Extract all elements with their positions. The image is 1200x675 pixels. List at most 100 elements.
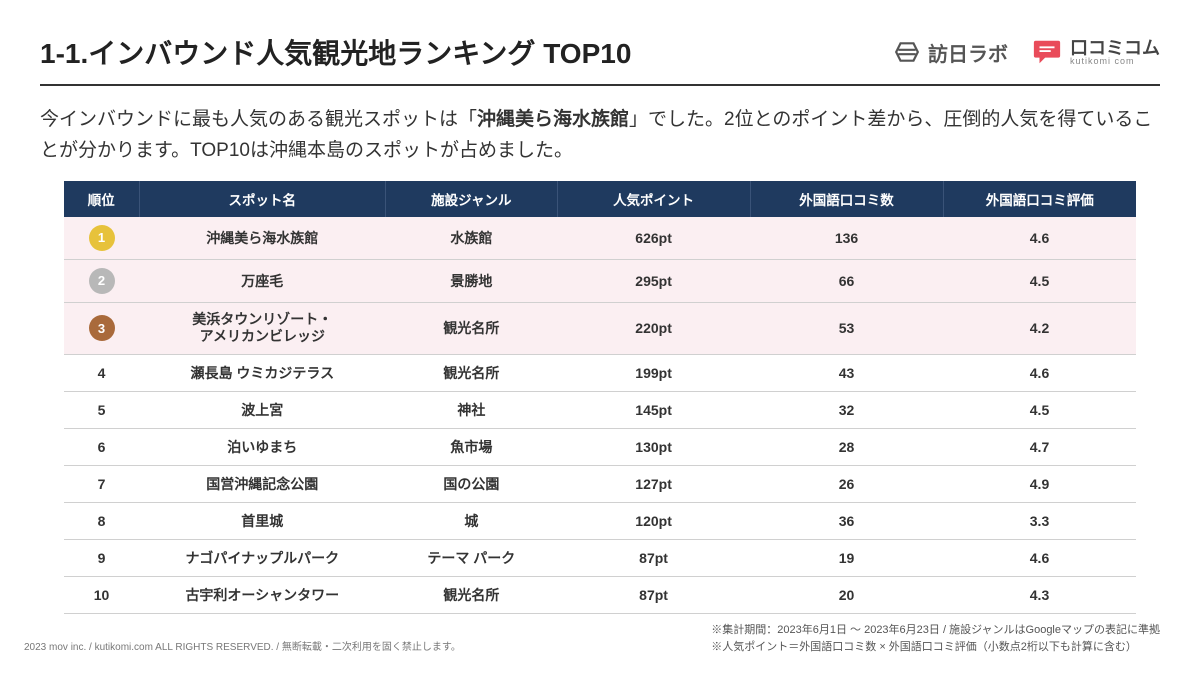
col-pt: 人気ポイント	[557, 181, 750, 217]
page-title: 1-1.インバウンド人気観光地ランキング TOP10	[40, 32, 631, 72]
cell-genre: 観光名所	[386, 354, 558, 391]
cell-points: 145pt	[557, 391, 750, 428]
cell-rank: 10	[64, 576, 139, 613]
cell-review-count: 32	[750, 391, 943, 428]
rank-badge: 1	[89, 225, 115, 251]
cell-rank: 3	[64, 302, 139, 354]
cell-rank: 7	[64, 465, 139, 502]
table-container: 順位 スポット名 施設ジャンル 人気ポイント 外国語口コミ数 外国語口コミ評価 …	[0, 181, 1200, 614]
table-row: 5波上宮神社145pt324.5	[64, 391, 1136, 428]
cell-rating: 4.3	[943, 576, 1136, 613]
cell-review-count: 28	[750, 428, 943, 465]
cell-rank: 4	[64, 354, 139, 391]
rank-badge: 3	[89, 315, 115, 341]
cell-genre: 城	[386, 502, 558, 539]
cell-points: 127pt	[557, 465, 750, 502]
cell-spot: ナゴパイナップルパーク	[139, 539, 386, 576]
col-spot: スポット名	[139, 181, 386, 217]
cell-spot: 泊いゆまち	[139, 428, 386, 465]
cell-review-count: 66	[750, 259, 943, 302]
footnote-1: ※集計期間：2023年6月1日 ～ 2023年6月23日 / 施設ジャンルはGo…	[711, 622, 1160, 639]
cell-review-count: 136	[750, 217, 943, 260]
cell-spot: 首里城	[139, 502, 386, 539]
col-rate: 外国語口コミ評価	[943, 181, 1136, 217]
cell-genre: テーマ パーク	[386, 539, 558, 576]
cell-rating: 4.5	[943, 391, 1136, 428]
table-row: 7国営沖縄記念公園国の公園127pt264.9	[64, 465, 1136, 502]
cell-points: 130pt	[557, 428, 750, 465]
rank-badge: 2	[89, 268, 115, 294]
logo-kutikomi-sub: kutikomi com	[1070, 57, 1160, 66]
table-row: 8首里城城120pt363.3	[64, 502, 1136, 539]
hounichi-icon	[894, 39, 920, 65]
cell-review-count: 26	[750, 465, 943, 502]
cell-rank: 9	[64, 539, 139, 576]
cell-rating: 4.7	[943, 428, 1136, 465]
ranking-table: 順位 スポット名 施設ジャンル 人気ポイント 外国語口コミ数 外国語口コミ評価 …	[64, 181, 1136, 614]
footnote-2: ※人気ポイント＝外国語口コミ数 × 外国語口コミ評価（小数点2桁以下も計算に含む…	[711, 639, 1160, 656]
cell-review-count: 43	[750, 354, 943, 391]
cell-genre: 国の公園	[386, 465, 558, 502]
table-row: 1 沖縄美ら海水族館水族館626pt1364.6	[64, 217, 1136, 260]
cell-rating: 4.2	[943, 302, 1136, 354]
logo-hounichi: 訪日ラボ	[894, 38, 1008, 67]
cell-spot: 波上宮	[139, 391, 386, 428]
logo-group: 訪日ラボ 口コミコム kutikomi com	[894, 37, 1160, 67]
cell-rating: 4.6	[943, 354, 1136, 391]
cell-genre: 観光名所	[386, 302, 558, 354]
table-row: 10古宇利オーシャンタワー観光名所87pt204.3	[64, 576, 1136, 613]
logo-kutikomi-text: 口コミコム kutikomi com	[1070, 39, 1160, 66]
footnotes: ※集計期間：2023年6月1日 ～ 2023年6月23日 / 施設ジャンルはGo…	[711, 622, 1160, 655]
cell-points: 199pt	[557, 354, 750, 391]
cell-points: 87pt	[557, 576, 750, 613]
cell-spot: 国営沖縄記念公園	[139, 465, 386, 502]
table-row: 4瀬長島 ウミカジテラス観光名所199pt434.6	[64, 354, 1136, 391]
cell-review-count: 20	[750, 576, 943, 613]
cell-spot: 万座毛	[139, 259, 386, 302]
cell-genre: 水族館	[386, 217, 558, 260]
cell-rank: 6	[64, 428, 139, 465]
cell-points: 295pt	[557, 259, 750, 302]
cell-rank: 2	[64, 259, 139, 302]
cell-genre: 観光名所	[386, 576, 558, 613]
cell-rating: 4.6	[943, 217, 1136, 260]
cell-rank: 8	[64, 502, 139, 539]
copyright: 2023 mov inc. / kutikomi.com ALL RIGHTS …	[24, 638, 461, 653]
cell-genre: 景勝地	[386, 259, 558, 302]
logo-hounichi-text: 訪日ラボ	[928, 38, 1008, 67]
logo-kutikomi: 口コミコム kutikomi com	[1032, 37, 1160, 67]
cell-spot: 古宇利オーシャンタワー	[139, 576, 386, 613]
cell-points: 120pt	[557, 502, 750, 539]
cell-spot: 瀬長島 ウミカジテラス	[139, 354, 386, 391]
cell-points: 87pt	[557, 539, 750, 576]
lead-pre: 今インバウンドに最も人気のある観光スポットは「	[40, 109, 477, 130]
cell-review-count: 36	[750, 502, 943, 539]
lead-bold: 沖縄美ら海水族館	[477, 109, 629, 130]
logo-kutikomi-main: 口コミコム	[1070, 39, 1160, 57]
cell-review-count: 19	[750, 539, 943, 576]
cell-rating: 4.5	[943, 259, 1136, 302]
cell-rating: 4.9	[943, 465, 1136, 502]
cell-spot: 美浜タウンリゾート・アメリカンビレッジ	[139, 302, 386, 354]
cell-points: 220pt	[557, 302, 750, 354]
speech-bubble-icon	[1032, 37, 1062, 67]
header: 1-1.インバウンド人気観光地ランキング TOP10 訪日ラボ 口コミコム ku…	[0, 0, 1200, 84]
cell-points: 626pt	[557, 217, 750, 260]
cell-rating: 4.6	[943, 539, 1136, 576]
cell-review-count: 53	[750, 302, 943, 354]
cell-genre: 魚市場	[386, 428, 558, 465]
table-header-row: 順位 スポット名 施設ジャンル 人気ポイント 外国語口コミ数 外国語口コミ評価	[64, 181, 1136, 217]
cell-spot: 沖縄美ら海水族館	[139, 217, 386, 260]
col-rank: 順位	[64, 181, 139, 217]
lead-paragraph: 今インバウンドに最も人気のある観光スポットは「沖縄美ら海水族館」でした。2位との…	[0, 86, 1200, 181]
cell-rank: 5	[64, 391, 139, 428]
table-row: 9ナゴパイナップルパークテーマ パーク87pt194.6	[64, 539, 1136, 576]
cell-genre: 神社	[386, 391, 558, 428]
col-cnt: 外国語口コミ数	[750, 181, 943, 217]
table-row: 3 美浜タウンリゾート・アメリカンビレッジ観光名所220pt534.2	[64, 302, 1136, 354]
table-row: 2 万座毛景勝地295pt664.5	[64, 259, 1136, 302]
table-body: 1沖縄美ら海水族館水族館626pt1364.62万座毛景勝地295pt664.5…	[64, 217, 1136, 614]
cell-rank: 1	[64, 217, 139, 260]
col-genre: 施設ジャンル	[386, 181, 558, 217]
table-row: 6泊いゆまち魚市場130pt284.7	[64, 428, 1136, 465]
